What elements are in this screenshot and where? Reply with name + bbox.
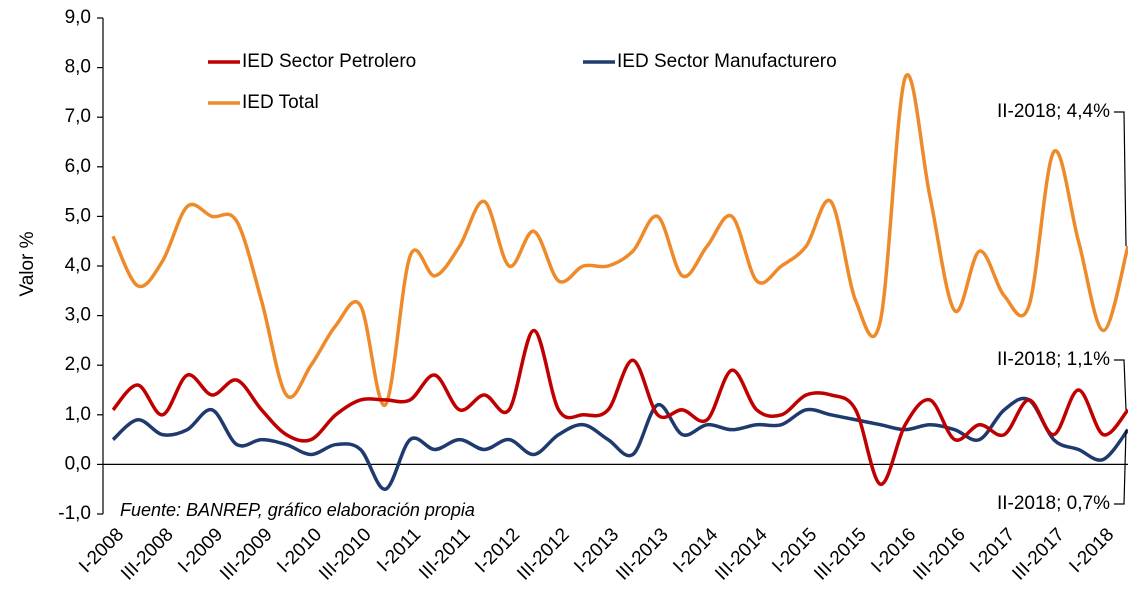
y-tick-label: 0,0: [65, 453, 91, 474]
y-tick-label: -1,0: [58, 503, 91, 524]
legend-label: IED Total: [242, 92, 319, 113]
annotation-leader: [1114, 429, 1127, 505]
series-line: [111, 396, 1128, 491]
x-tick-label: III-2017: [1008, 524, 1068, 584]
x-tick-label: III-2009: [216, 524, 276, 584]
y-tick-label: 3,0: [65, 305, 91, 326]
y-tick-label: 6,0: [65, 156, 91, 177]
y-tick-label: 9,0: [65, 7, 91, 28]
series-line: [111, 73, 1128, 407]
y-tick-label: 7,0: [65, 106, 91, 127]
y-tick-label: 2,0: [65, 354, 91, 375]
y-tick-label: 8,0: [65, 57, 91, 78]
y-axis-label: Valor %: [17, 231, 38, 296]
x-tick-label: III-2013: [612, 524, 672, 584]
y-tick-label: 4,0: [65, 255, 91, 276]
annotation: II-2018; 1,1%: [997, 349, 1110, 370]
legend-label: IED Sector Petrolero: [242, 51, 416, 72]
x-tick-label: III-2014: [711, 524, 772, 585]
legend-label: IED Sector Manufacturero: [617, 51, 837, 72]
y-tick-label: 1,0: [65, 404, 91, 425]
series-line: [111, 328, 1128, 486]
x-tick-label: I-2018: [1065, 524, 1118, 577]
annotation: II-2018; 0,7%: [997, 493, 1110, 514]
x-tick-label: III-2011: [415, 524, 474, 583]
x-tick-label: III-2010: [315, 524, 375, 584]
y-tick-label: 5,0: [65, 205, 91, 226]
x-tick-label: III-2015: [810, 524, 870, 584]
source-note: Fuente: BANREP, gráfico elaboración prop…: [120, 500, 475, 520]
x-tick-label: III-2016: [909, 524, 969, 584]
annotation: II-2018; 4,4%: [997, 101, 1110, 122]
x-tick-label: III-2008: [117, 524, 177, 584]
x-tick-label: III-2012: [513, 524, 573, 584]
annotation-leader: [1114, 111, 1127, 247]
annotation-leader: [1114, 359, 1127, 410]
